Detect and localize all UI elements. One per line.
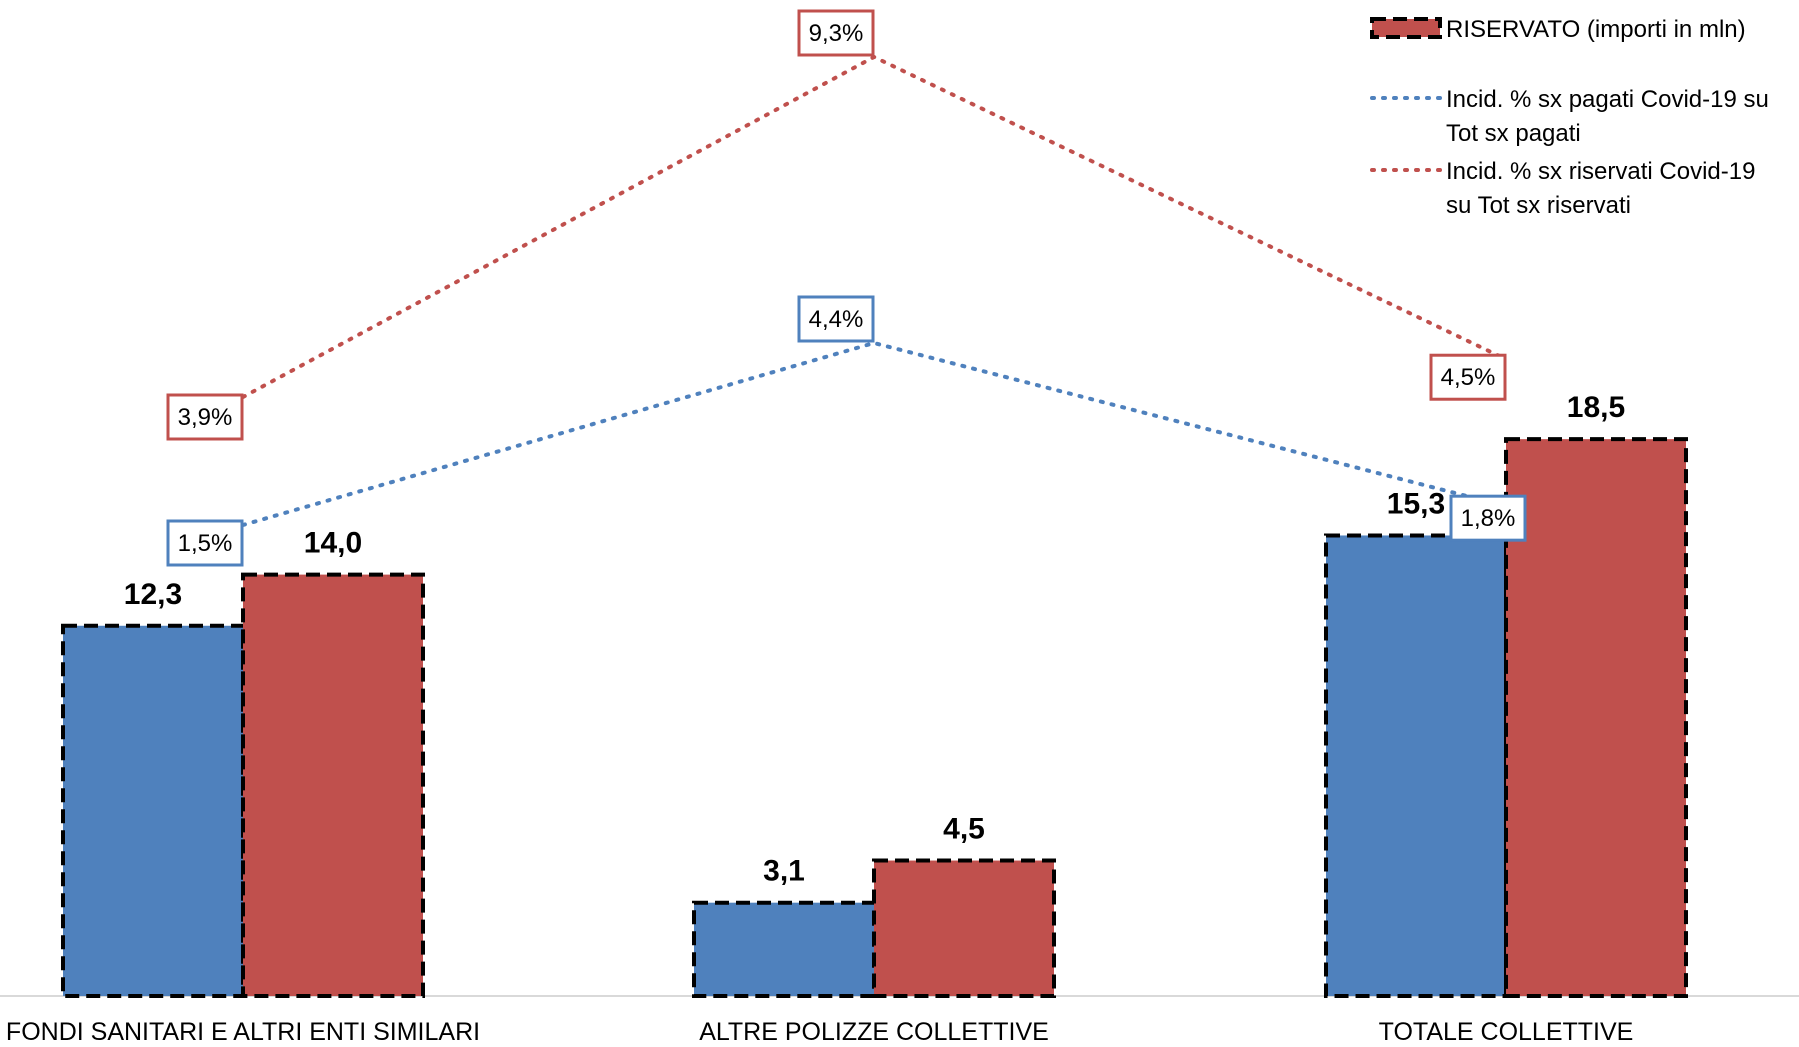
- paid-percentage-label-1: 4,4%: [809, 306, 864, 333]
- bar-labels: 12,3 3,1 15,3 14,0 4,5 18,5: [124, 391, 1625, 888]
- category-label-2: TOTALE COLLETTIVE: [1379, 1018, 1634, 1046]
- paid-percentage-box-2: [1449, 494, 1527, 542]
- paid-percentage-box-0: [166, 519, 244, 567]
- bar-label-blue-0: 12,3: [124, 578, 182, 611]
- bar-red-0: [241, 572, 425, 998]
- category-label-1: ALTRE POLIZZE COLLETTIVE: [699, 1018, 1049, 1046]
- bars: [61, 437, 1688, 999]
- bar-label-blue-2: 15,3: [1387, 487, 1445, 520]
- bar-blue-0: [61, 623, 245, 999]
- reserved-percentage-label-2: 4,5%: [1441, 364, 1496, 391]
- bar-label-red-1: 4,5: [943, 813, 985, 846]
- legend-label-reserved-line-0: Incid. % sx riservati Covid-19: [1446, 158, 1755, 185]
- bar-label-blue-1: 3,1: [763, 855, 805, 888]
- reserved-percentage-label-0: 3,9%: [178, 404, 233, 431]
- category-label-0: FONDI SANITARI E ALTRI ENTI SIMILARI: [6, 1018, 480, 1046]
- legend-label-reserved: RISERVATO (importi in mln): [1446, 16, 1746, 43]
- bar-blue-2: [1324, 533, 1508, 998]
- legend-label-paid-line-0: Incid. % sx pagati Covid-19 su: [1446, 86, 1769, 113]
- paid-percentage-label-0: 1,5%: [178, 530, 233, 557]
- percentage-lines: [241, 54, 1508, 527]
- reserved-percentage-line: [241, 54, 1508, 399]
- category-labels: FONDI SANITARI E ALTRI ENTI SIMILARI ALTR…: [6, 1018, 1633, 1046]
- reserved-percentage-box-2: [1429, 353, 1507, 401]
- bar-red-2: [1504, 437, 1688, 998]
- bar-label-red-0: 14,0: [304, 527, 362, 560]
- bar-label-red-2: 18,5: [1567, 391, 1625, 424]
- bar-blue-1: [692, 900, 876, 998]
- legend: RISERVATO (importi in mln) Incid. % sx pa…: [1370, 16, 1769, 219]
- reserved-percentage-label-1: 9,3%: [809, 20, 864, 47]
- bar-red-1: [872, 858, 1056, 998]
- paid-percentage-box-1: [797, 295, 875, 343]
- reserved-percentage-box-1: [797, 9, 875, 57]
- reserved-percentage-box-0: [166, 393, 244, 441]
- legend-label-reserved-line-1: su Tot sx riservati: [1446, 192, 1631, 219]
- paid-percentage-label-2: 1,8%: [1461, 505, 1516, 532]
- percentage-labels: 1,5% 4,4% 1,8% 3,9% 9,3% 4,5%: [166, 9, 1527, 567]
- legend-label-paid-line-1: Tot sx pagati: [1446, 120, 1581, 147]
- paid-percentage-line: [241, 340, 1508, 527]
- legend-swatch-reserved: [1370, 17, 1442, 39]
